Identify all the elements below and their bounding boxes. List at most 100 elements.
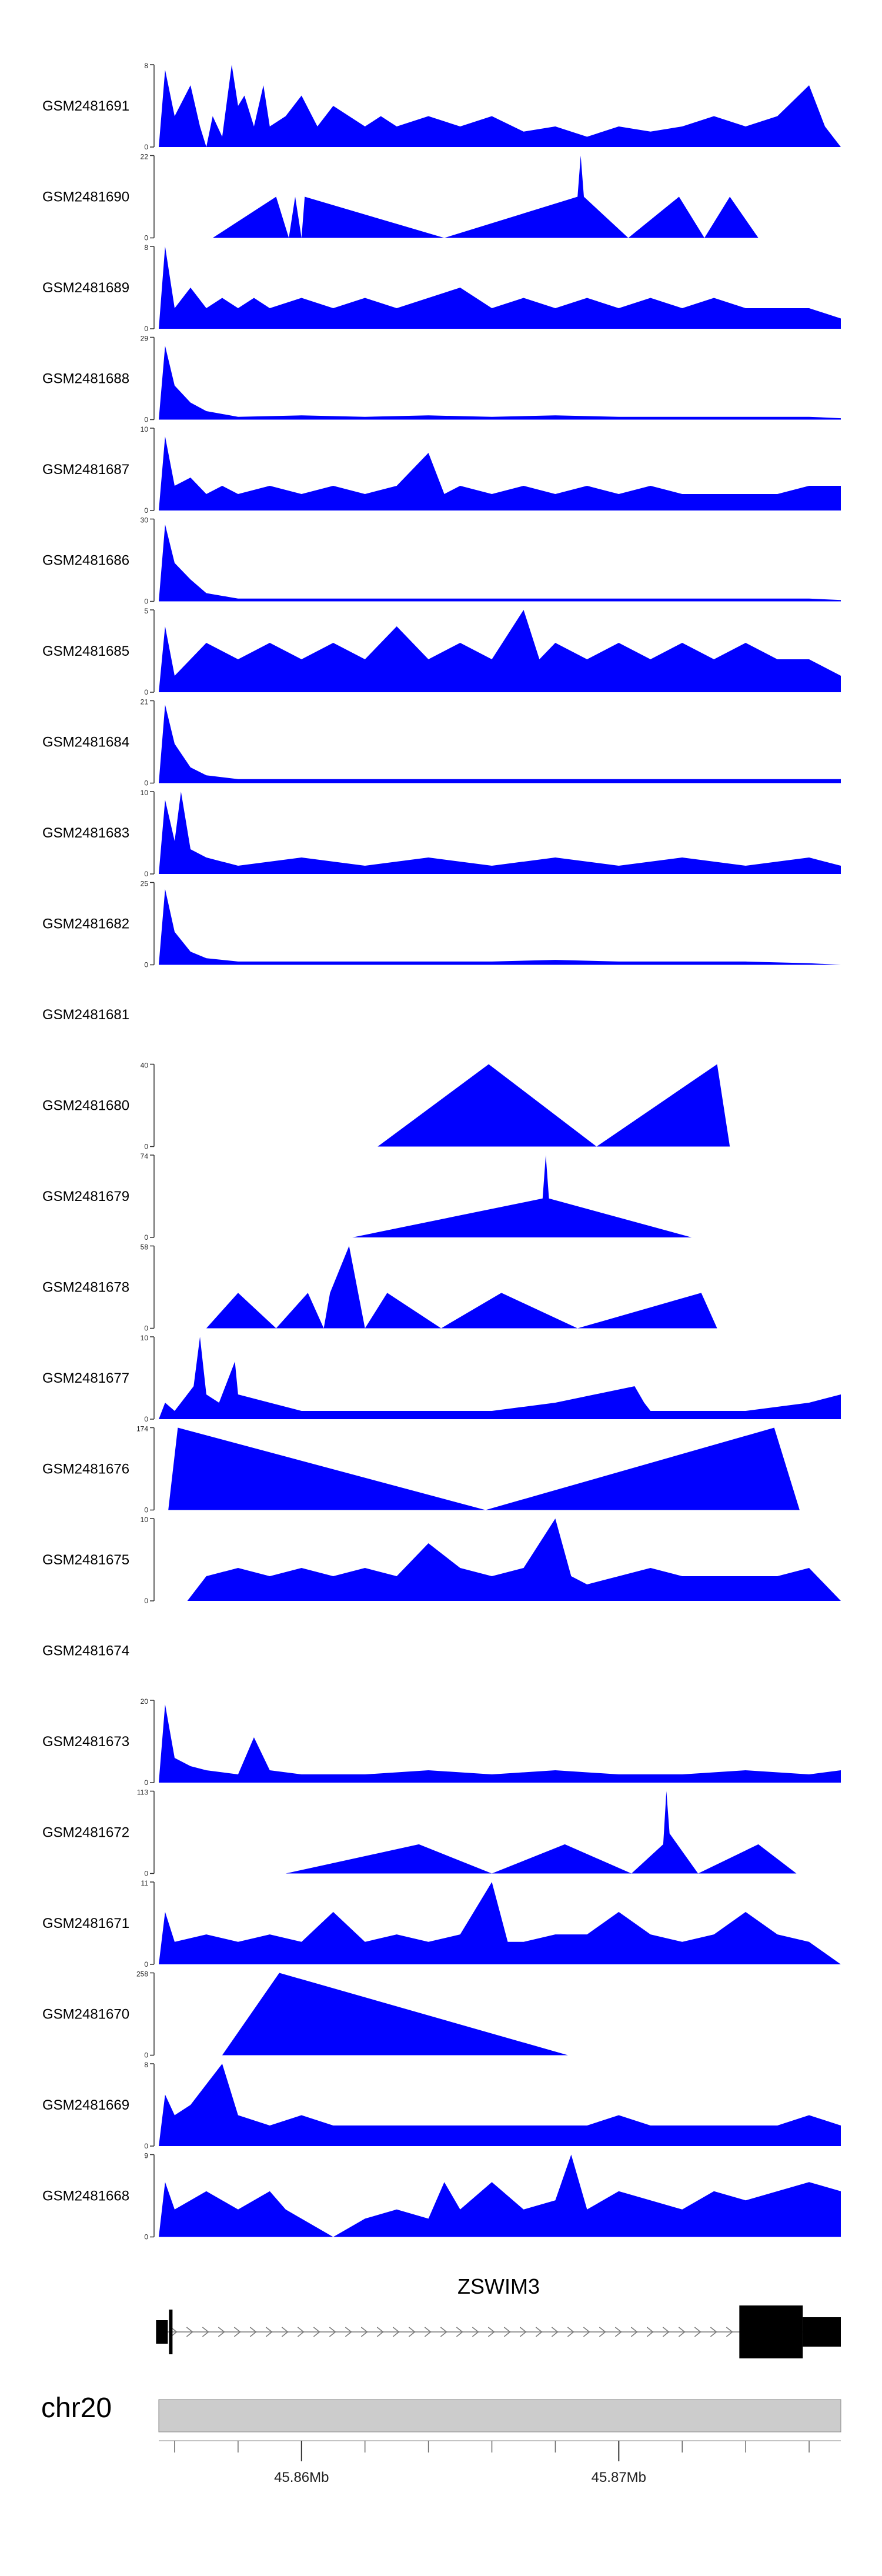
track-label: GSM2481679	[42, 1189, 129, 1204]
strand-arrow-icon	[519, 2327, 527, 2337]
y-axis-zero-label: 0	[144, 598, 148, 606]
track-GSM2481675: GSM2481675 10 0	[42, 1516, 841, 1605]
track-GSM2481688: GSM2481688 29 0	[42, 335, 841, 424]
coverage-area	[159, 2064, 841, 2146]
track-GSM2481672: GSM2481672 113 0	[42, 1788, 797, 1878]
track-GSM2481671: GSM2481671 11 0	[42, 1879, 841, 1968]
strand-arrow-icon	[456, 2327, 463, 2337]
chromosome-ideogram-track: chr20	[41, 2393, 841, 2432]
strand-arrow-icon	[487, 2327, 495, 2337]
track-label: GSM2481670	[42, 2007, 129, 2023]
coverage-area	[159, 65, 841, 147]
track-label: GSM2481685	[42, 643, 129, 659]
y-axis-zero-label: 0	[144, 1960, 148, 1968]
gene-exon	[803, 2317, 841, 2347]
y-axis-max-label: 10	[141, 425, 149, 433]
track-GSM2481690: GSM2481690 22 0	[42, 153, 841, 242]
strand-arrow-icon	[472, 2327, 479, 2337]
track-GSM2481670: GSM2481670 258 0	[42, 1970, 568, 2060]
coverage-area	[159, 705, 841, 783]
y-axis-zero-label: 0	[144, 1778, 148, 1787]
y-axis-max-label: 25	[141, 880, 149, 888]
y-axis-max-label: 5	[144, 607, 148, 615]
strand-arrow-icon	[202, 2327, 209, 2337]
y-axis-zero-label: 0	[144, 234, 148, 242]
strand-arrow-icon	[281, 2327, 289, 2337]
coverage-area	[159, 436, 841, 510]
track-label: GSM2481680	[42, 1098, 129, 1114]
y-axis-max-label: 9	[144, 2152, 148, 2160]
track-GSM2481674: GSM2481674	[42, 1643, 129, 1659]
strand-arrow-icon	[424, 2327, 432, 2337]
track-label: GSM2481676	[42, 1461, 129, 1477]
y-axis-zero-label: 0	[144, 2233, 148, 2241]
y-axis-max-label: 258	[136, 1970, 148, 1978]
strand-arrow-icon	[678, 2327, 686, 2337]
track-label: GSM2481682	[42, 916, 129, 932]
strand-arrow-icon	[218, 2327, 225, 2337]
y-axis-zero-label: 0	[144, 1415, 148, 1423]
coverage-area	[159, 2154, 841, 2237]
coverage-area	[222, 1973, 568, 2056]
coverage-area	[168, 1427, 800, 1510]
track-GSM2481686: GSM2481686 30 0	[42, 516, 841, 606]
track-GSM2481691: GSM2481691 8 0	[42, 62, 841, 151]
gene-name-label: ZSWIM3	[457, 2274, 540, 2298]
y-axis-zero-label: 0	[144, 961, 148, 969]
coverage-area	[159, 246, 841, 329]
gene-model-track: ZSWIM3	[156, 2274, 841, 2358]
strand-arrow-icon	[694, 2327, 701, 2337]
axis-tick-label: 45.86Mb	[274, 2470, 329, 2485]
coverage-area	[159, 792, 841, 874]
y-axis-max-label: 74	[141, 1152, 149, 1160]
track-GSM2481684: GSM2481684 21 0	[42, 698, 841, 788]
genome-axis: 45.86Mb 45.87Mb	[159, 2440, 841, 2485]
strand-arrow-icon	[614, 2327, 622, 2337]
track-GSM2481668: GSM2481668 9 0	[42, 2152, 841, 2241]
strand-arrow-icon	[345, 2327, 352, 2337]
y-axis-max-label: 8	[144, 62, 148, 70]
strand-arrow-icon	[535, 2327, 543, 2337]
y-axis-max-label: 40	[141, 1062, 149, 1070]
y-axis-max-label: 21	[141, 698, 149, 706]
y-axis-zero-label: 0	[144, 870, 148, 878]
axis-tick-label: 45.87Mb	[592, 2470, 646, 2485]
track-label: GSM2481691	[42, 98, 129, 114]
y-axis-zero-label: 0	[144, 143, 148, 151]
y-axis-max-label: 58	[141, 1243, 149, 1252]
track-GSM2481685: GSM2481685 5 0	[42, 607, 841, 696]
coverage-area	[159, 524, 841, 602]
track-GSM2481680: GSM2481680 40 0	[42, 1062, 730, 1151]
y-axis-max-label: 174	[136, 1425, 148, 1433]
strand-arrow-icon	[726, 2327, 733, 2337]
coverage-area	[377, 1064, 730, 1147]
strand-arrow-icon	[376, 2327, 384, 2337]
coverage-area	[159, 610, 841, 692]
strand-arrow-icon	[630, 2327, 638, 2337]
track-label: GSM2481683	[42, 825, 129, 841]
track-label: GSM2481688	[42, 371, 129, 387]
coverage-area	[159, 1337, 841, 1419]
gene-exon	[739, 2305, 803, 2358]
track-label: GSM2481674	[42, 1643, 129, 1659]
track-GSM2481689: GSM2481689 8 0	[42, 243, 841, 333]
strand-arrow-icon	[186, 2327, 193, 2337]
coverage-area	[212, 155, 841, 238]
y-axis-zero-label: 0	[144, 1870, 148, 1878]
y-axis-zero-label: 0	[144, 325, 148, 333]
strand-arrow-icon	[599, 2327, 606, 2337]
track-label: GSM2481678	[42, 1280, 129, 1296]
track-GSM2481669: GSM2481669 8 0	[42, 2061, 841, 2150]
y-axis-zero-label: 0	[144, 1324, 148, 1333]
track-GSM2481682: GSM2481682 25 0	[42, 880, 841, 969]
track-label: GSM2481673	[42, 1734, 129, 1750]
coverage-area	[187, 1519, 841, 1601]
track-GSM2481673: GSM2481673 20 0	[42, 1697, 841, 1787]
track-label: GSM2481671	[42, 1916, 129, 1931]
strand-arrow-icon	[170, 2327, 178, 2337]
y-axis-max-label: 10	[141, 1516, 149, 1524]
track-label: GSM2481687	[42, 462, 129, 478]
y-axis-zero-label: 0	[144, 506, 148, 515]
gene-exon	[169, 2310, 173, 2354]
